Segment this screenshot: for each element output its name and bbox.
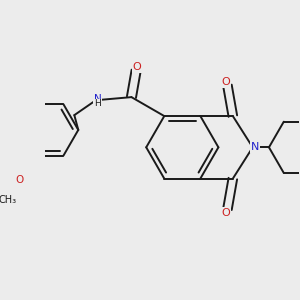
Text: O: O <box>222 77 230 87</box>
Text: O: O <box>16 175 24 185</box>
Text: N: N <box>250 142 259 152</box>
Text: O: O <box>222 208 230 218</box>
Text: O: O <box>132 62 141 72</box>
Text: N: N <box>94 94 101 104</box>
Text: CH₃: CH₃ <box>0 195 16 205</box>
Text: H: H <box>94 99 101 108</box>
